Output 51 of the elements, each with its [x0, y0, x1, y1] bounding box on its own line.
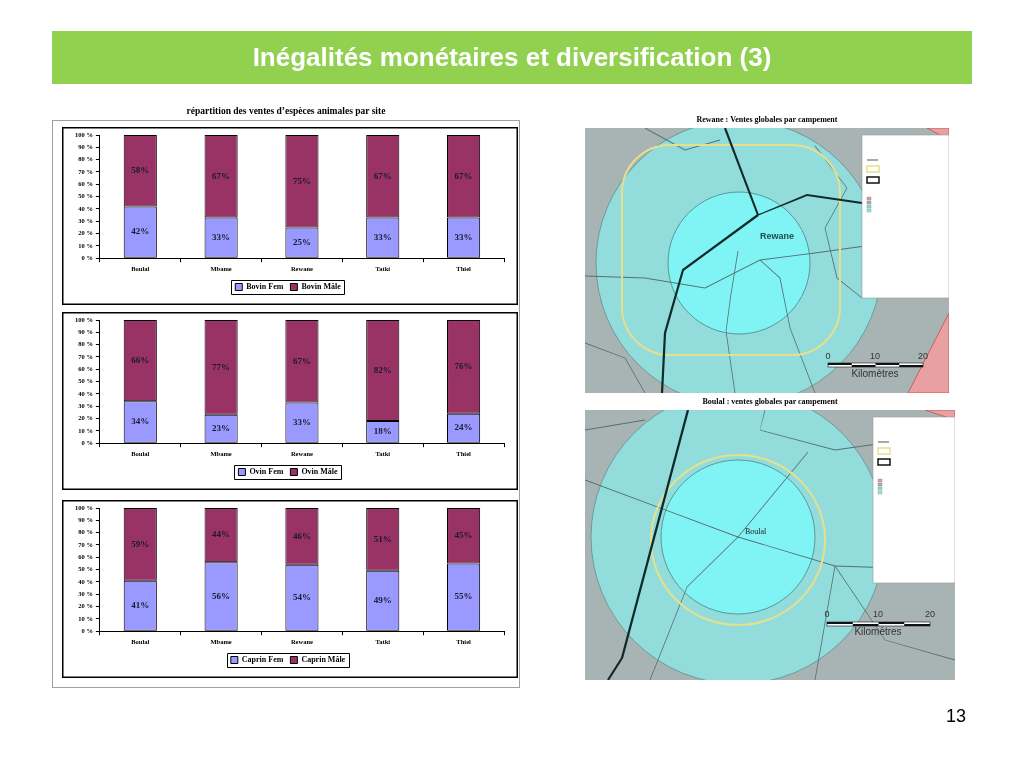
data-label: 59% — [131, 538, 150, 549]
text: 0 — [824, 609, 830, 619]
data-label: 75% — [292, 175, 311, 186]
data-label: 82% — [373, 364, 392, 375]
text: 13 — [945, 706, 966, 727]
data-label: 46% — [292, 530, 311, 541]
data-label: 77% — [212, 361, 231, 372]
text: Rewane : Ventes globales par campement — [695, 115, 839, 124]
legend-label: Ovin Fem — [249, 467, 284, 477]
legend-label: Bovin Mâle — [301, 282, 342, 292]
data-label: 33% — [373, 231, 392, 242]
text: Kilomètres — [854, 626, 902, 637]
text: 10 — [872, 609, 884, 619]
legend-label: Caprin Fem — [241, 655, 284, 665]
data-label: 23% — [212, 423, 231, 434]
legend-label: Bovin Fem — [246, 282, 284, 292]
data-label: 45% — [454, 530, 473, 541]
data-label: 44% — [212, 529, 231, 540]
chart-subtitle: répartition des ventes d’espèces animales par site — [185, 106, 387, 116]
data-label: 67% — [373, 170, 392, 181]
text: 0 — [825, 351, 831, 361]
data-label: 67% — [212, 170, 231, 181]
data-label: 76% — [454, 361, 473, 372]
text: Boulal — [745, 527, 768, 536]
data-label: 55% — [454, 591, 473, 602]
data-label: 33% — [212, 231, 231, 242]
data-label: 25% — [292, 236, 311, 247]
data-label: 34% — [131, 416, 150, 427]
data-label: 51% — [373, 533, 392, 544]
data-label: 41% — [131, 600, 150, 611]
data-label: 18% — [373, 426, 392, 437]
data-label: 67% — [454, 170, 473, 181]
data-label: 49% — [373, 595, 392, 606]
text: Rewane — [760, 231, 795, 241]
data-label: 33% — [454, 231, 473, 242]
text: Boulal : ventes globales par campement — [701, 397, 839, 406]
legend-label: Ovin Mâle — [301, 467, 339, 477]
text: Kilomètres — [851, 368, 899, 379]
data-label: 67% — [292, 355, 311, 366]
chart-title: Inégalités monétaires et diversification (3) — [252, 42, 772, 73]
data-label: 54% — [292, 592, 311, 603]
data-label: 58% — [131, 165, 150, 176]
data-label: 33% — [292, 416, 311, 427]
legend-label: Caprin Mâle — [301, 655, 346, 665]
data-label: 56% — [212, 590, 231, 601]
text: 20 — [917, 351, 929, 361]
text: 10 — [869, 351, 881, 361]
data-label: 42% — [131, 226, 150, 237]
text: 20 — [924, 609, 936, 619]
data-label: 24% — [454, 422, 473, 433]
data-label: 66% — [131, 354, 150, 365]
